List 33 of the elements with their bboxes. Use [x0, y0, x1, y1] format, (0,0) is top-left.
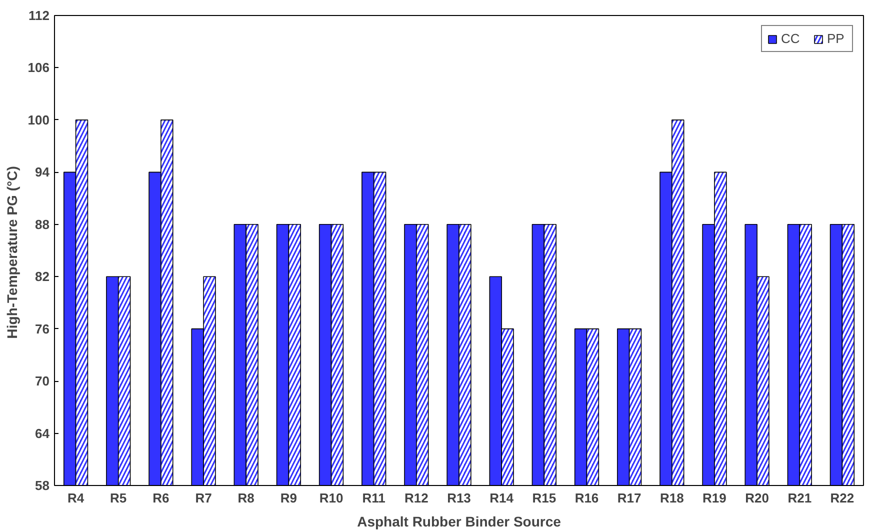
x-tick-label: R21	[788, 490, 812, 506]
x-tick-label: R9	[280, 490, 297, 506]
y-tick-label: 58	[35, 478, 50, 493]
x-tick-label: R4	[67, 490, 85, 506]
x-tick-label: R15	[532, 490, 556, 506]
x-tick-label: R10	[319, 490, 344, 506]
x-tick-label: R12	[404, 490, 428, 506]
y-tick-label: 100	[28, 112, 50, 128]
x-tick-label: R6	[152, 490, 170, 506]
y-axis-title: High-Temperature PG (°C)	[4, 166, 20, 339]
y-tick-label: 94	[35, 164, 50, 180]
y-tick-label: 112	[28, 8, 50, 23]
y-tick-label: 88	[35, 216, 50, 232]
y-tick-label: 106	[28, 60, 50, 76]
x-tick-label: R20	[745, 490, 769, 506]
x-tick-label: R13	[447, 490, 471, 506]
x-tick-label: R22	[830, 490, 854, 506]
y-tick-label: 64	[35, 426, 50, 441]
legend-label: PP	[827, 31, 846, 46]
y-tick-label: 82	[35, 269, 50, 284]
x-tick-label: R7	[195, 490, 212, 506]
x-tick-label: R8	[238, 490, 254, 506]
x-tick-label: R16	[574, 490, 599, 506]
legend-label: CC	[781, 31, 801, 46]
x-tick-label: R5	[110, 490, 127, 506]
x-tick-label: R17	[617, 490, 642, 506]
y-tick-label: 76	[35, 321, 50, 336]
y-tick-label: 70	[35, 374, 50, 389]
x-tick-label: R14	[490, 490, 514, 506]
x-tick-label: R19	[702, 490, 726, 506]
x-tick-label: R11	[362, 490, 386, 506]
x-axis-title: Asphalt Rubber Binder Source	[357, 514, 562, 530]
x-tick-label: R18	[660, 490, 684, 506]
